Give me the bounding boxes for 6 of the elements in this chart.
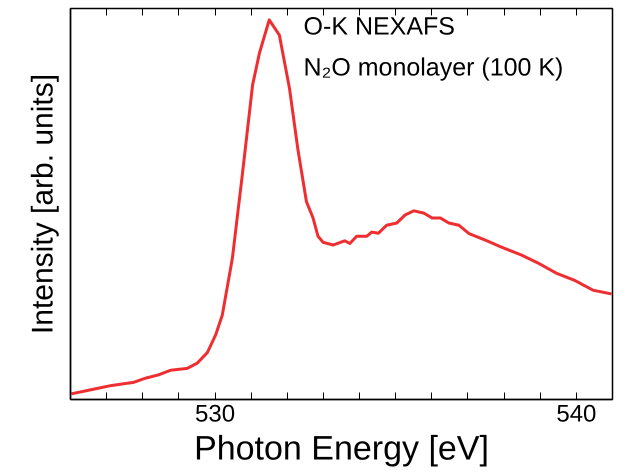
annotation: N₂O monolayer (100 K) [304, 53, 564, 82]
x-tick-label: 540 [556, 400, 596, 428]
annotation: O-K NEXAFS [304, 12, 455, 40]
x-axis-title: Photon Energy [eV] [194, 430, 489, 468]
x-tick-label: 530 [195, 400, 236, 428]
y-axis-title: Intensity [arb. units] [26, 74, 60, 334]
